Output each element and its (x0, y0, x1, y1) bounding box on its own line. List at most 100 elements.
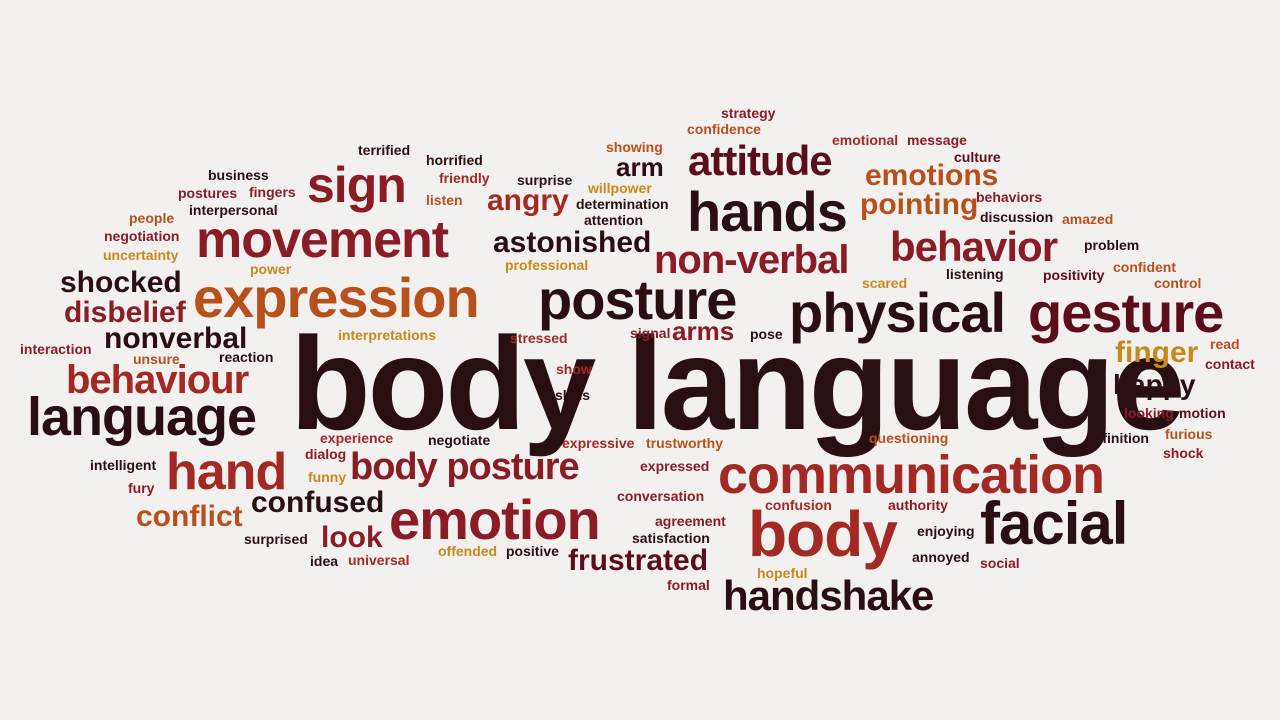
word-arm: arm (616, 152, 664, 182)
word-handshake: handshake (723, 572, 934, 619)
word-shock: shock (1163, 445, 1204, 461)
word-expressed: expressed (640, 458, 710, 474)
word-pose: pose (750, 326, 783, 342)
word-idea: idea (310, 553, 339, 569)
word-expressive: expressive (562, 435, 635, 451)
word-listen: listen (426, 192, 463, 208)
word-body-posture: body posture (350, 446, 580, 488)
word-people: people (129, 210, 175, 226)
word-emotions: emotions (865, 159, 999, 192)
word-movement: movement (196, 211, 449, 269)
word-frustrated: frustrated (568, 544, 709, 577)
word-posture: posture (538, 268, 737, 331)
word-surprised: surprised (244, 531, 308, 547)
word-unsure: unsure (133, 351, 180, 367)
word-confident: confident (1113, 259, 1176, 275)
word-behavior: behavior (890, 223, 1058, 270)
word-expression: expression (193, 266, 480, 329)
word-body: body (748, 498, 898, 570)
word-physical: physical (789, 281, 1006, 344)
word-hand: hand (166, 443, 287, 501)
word-gesture: gesture (1028, 281, 1224, 344)
word-business: business (208, 167, 269, 183)
word-arms: arms (672, 316, 735, 346)
word-contact: contact (1205, 356, 1255, 372)
word-universal: universal (348, 552, 410, 568)
word-nonverbal: nonverbal (104, 322, 248, 355)
word-confidence: confidence (687, 121, 761, 137)
word-culture: culture (954, 149, 1001, 165)
word-satisfaction: satisfaction (632, 530, 710, 546)
word-determination: determination (576, 196, 669, 212)
word-body-language: body language (290, 310, 1185, 457)
word-interpretations: interpretations (338, 327, 437, 343)
word-skills: skills (555, 387, 591, 403)
word-sign: sign (307, 157, 407, 213)
word-facial: facial (980, 490, 1128, 557)
word-astonished: astonished (493, 226, 652, 259)
word-amazed: amazed (1062, 211, 1114, 227)
word-funny: funny (308, 469, 347, 485)
word-horrified: horrified (426, 152, 483, 168)
word-confused: confused (251, 486, 385, 519)
word-formal: formal (667, 577, 710, 593)
word-happy: happy (1113, 369, 1196, 400)
word-experience: experience (320, 430, 394, 446)
word-surprise: surprise (517, 172, 573, 188)
word-attitude: attitude (688, 137, 833, 184)
word-power: power (250, 261, 292, 277)
word-hopeful: hopeful (757, 565, 808, 581)
word-signal: signal (630, 325, 671, 341)
word-questioning: questioning (869, 430, 949, 446)
word-authority: authority (888, 497, 948, 513)
word-definition: definition (1086, 430, 1149, 446)
word-shocked: shocked (60, 266, 182, 299)
word-postures: postures (178, 185, 238, 201)
word-stressed: stressed (510, 330, 568, 346)
word-show: show (556, 361, 592, 377)
word-pointing: pointing (860, 188, 979, 221)
word-positive: positive (506, 543, 559, 559)
word-agreement: agreement (655, 513, 726, 529)
word-scared: scared (862, 275, 908, 291)
word-behaviors: behaviors (976, 189, 1043, 205)
word-finger: finger (1115, 336, 1199, 369)
word-communication: communication (718, 445, 1105, 505)
word-emotion: emotion (389, 488, 601, 551)
word-interpersonal: interpersonal (189, 202, 278, 218)
word-emotional: emotional (832, 132, 899, 148)
word-motion: motion (1179, 405, 1226, 421)
word-interaction: interaction (20, 341, 92, 357)
word-conversation: conversation (617, 488, 705, 504)
word-intelligent: intelligent (90, 457, 157, 473)
word-terrified: terrified (358, 142, 411, 158)
word-behaviour: behaviour (66, 358, 249, 402)
word-negotiation: negotiation (104, 228, 180, 244)
word-annoyed: annoyed (912, 549, 970, 565)
word-looking: looking (1124, 405, 1174, 421)
word-enjoying: enjoying (917, 523, 975, 539)
word-showing: showing (606, 139, 663, 155)
word-dialog: dialog (305, 446, 347, 462)
word-offended: offended (438, 543, 498, 559)
word-look: look (321, 521, 383, 554)
word-confusion: confusion (765, 497, 832, 513)
word-listening: listening (946, 266, 1004, 282)
word-problem: problem (1084, 237, 1140, 253)
word-professional: professional (505, 257, 589, 273)
word-angry: angry (487, 184, 569, 217)
word-negotiate: negotiate (428, 432, 491, 448)
word-discussion: discussion (980, 209, 1054, 225)
word-disbelief: disbelief (64, 296, 186, 329)
word-positivity: positivity (1043, 267, 1105, 283)
word-non-verbal: non-verbal (654, 238, 849, 282)
word-hands: hands (687, 180, 848, 243)
word-trustworthy: trustworthy (646, 435, 723, 451)
word-reaction: reaction (219, 349, 274, 365)
word-furious: furious (1165, 426, 1213, 442)
word-control: control (1154, 275, 1202, 291)
word-attention: attention (584, 212, 644, 228)
word-language: language (27, 387, 257, 447)
word-fingers: fingers (249, 184, 296, 200)
